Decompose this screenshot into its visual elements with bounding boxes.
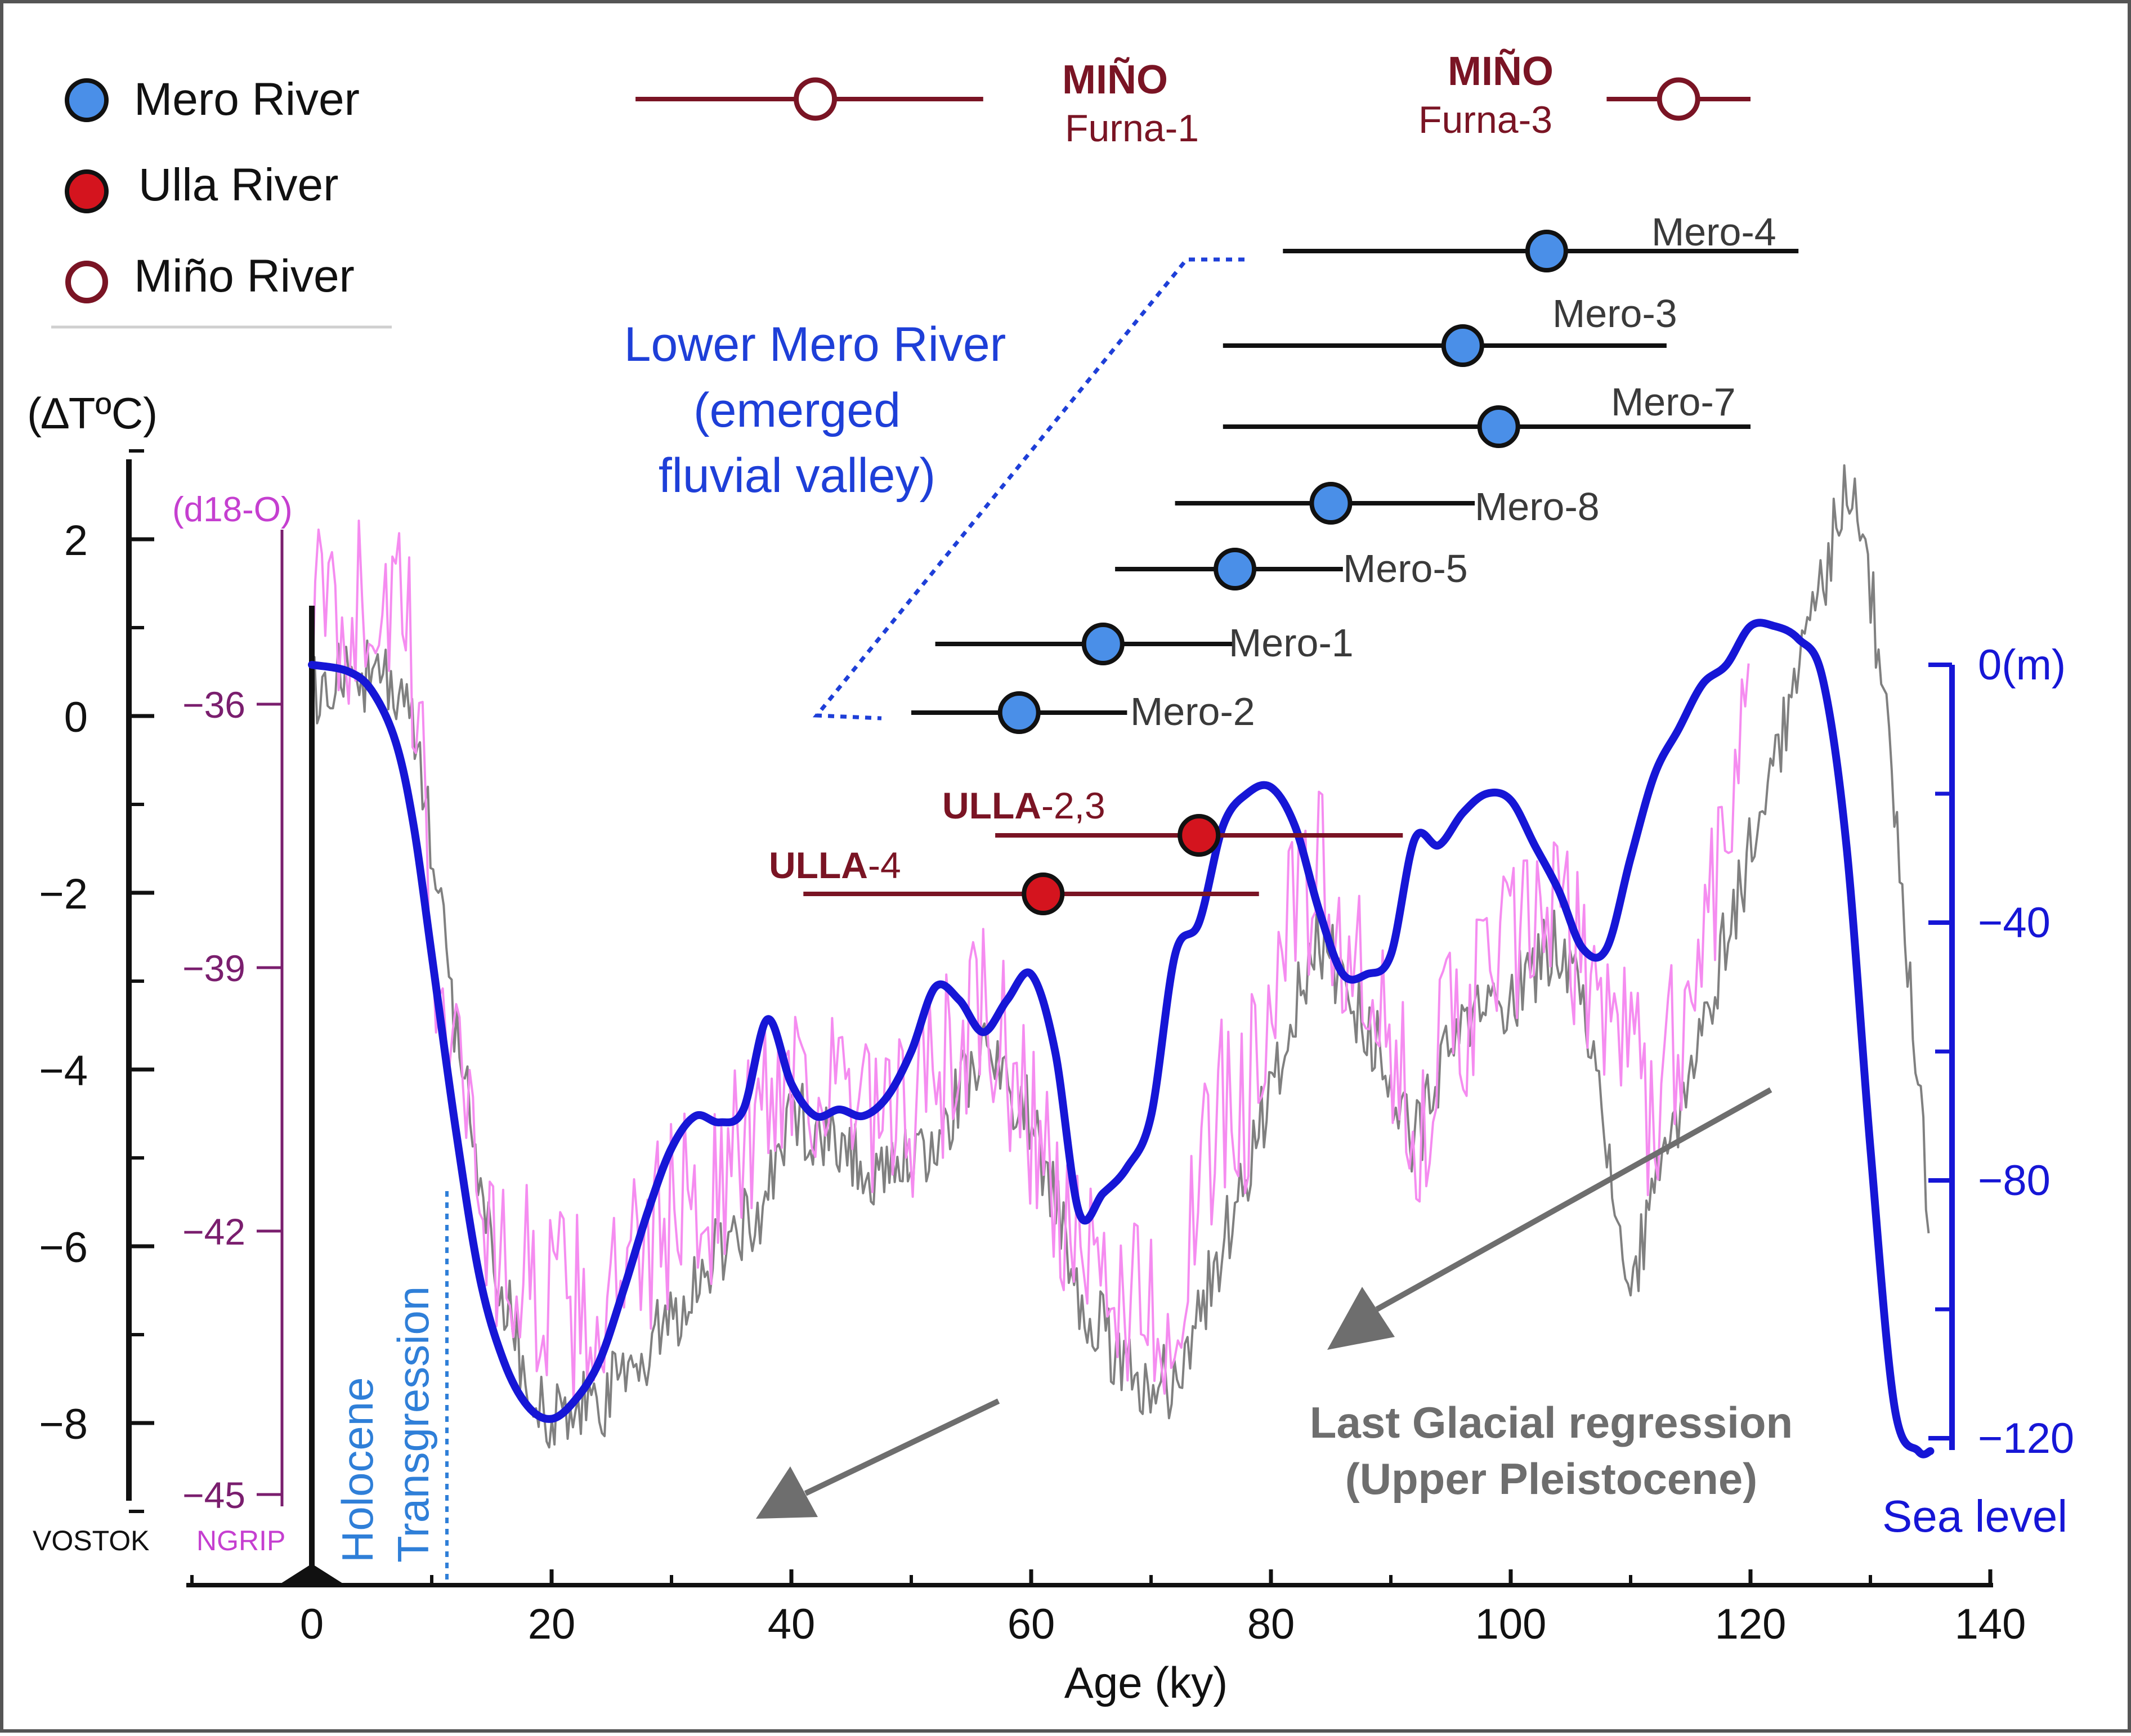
sea-level-line [308,619,1935,1458]
temp-tick-label: −2 [39,870,88,918]
ulla-sample-label: ULLA-4 [769,844,901,886]
x-tick-label: 120 [1715,1600,1787,1648]
temp-axis-label: (∆TºC) [27,388,158,438]
ulla-sample-label: ULLA-2,3 [942,785,1105,826]
legend-mino-marker [65,261,108,303]
sea-tick-label: −40 [1978,899,2051,947]
mero-sample-marker [1081,623,1125,665]
mero-sample-marker [1214,548,1257,590]
mero-sample-label: Mero-1 [1229,621,1354,665]
mero-sample-marker [1441,324,1484,367]
mero-sample-label: Mero-7 [1611,380,1736,424]
sea-axis-title: Sea level [1882,1491,2067,1541]
temp-axis-ticks: 2 0 −2 −4 −6 −8 [39,449,154,1513]
sea-tick-label: −120 [1978,1415,2074,1462]
legend-ulla-label: Ulla River [138,159,338,211]
mero-sample-marker [1477,405,1520,448]
mero-sample-label: Mero-4 [1651,210,1776,254]
ulla-sample-marker [1022,873,1065,915]
temp-tick-label: −6 [39,1224,88,1272]
d18o-axis-ticks: −36 −39 −42 −45 [182,684,282,1516]
legend-mero-marker [65,78,109,122]
sea-tick-label: 0(m) [1978,641,2066,689]
legend-mero-label: Mero River [134,74,360,125]
mero-sample-marker [997,691,1041,734]
x-tick-label: 0 [300,1600,324,1648]
ngrip-series [311,520,1750,1406]
ulla-label-rest: -4 [868,844,901,886]
temp-tick-label: −4 [39,1047,88,1095]
age-zero-triangle [276,1564,347,1586]
d18o-axis-footer: NGRIP [196,1525,285,1556]
x-tick-label: 140 [1955,1600,2026,1648]
lower-mero-line-1: Lower Mero River [624,317,1006,372]
legend-mino-label: Miño River [134,250,355,302]
x-tick-label: 80 [1247,1600,1295,1648]
d18o-tick-label: −42 [182,1211,245,1252]
holocene-label: Holocene [333,1377,382,1563]
ulla-label-bold: ULLA [942,785,1041,826]
sea-axis-ticks: 0(m) −40 −80 −120 [1928,641,2074,1462]
glacial-arrow-left-shaft [804,1398,1000,1496]
d18o-axis-label: (d18-O) [172,490,293,529]
temp-tick-label: 2 [64,517,88,565]
mero-sample-label: Mero-5 [1343,547,1468,590]
d18o-tick-label: −39 [182,947,245,989]
x-tick-label: 40 [768,1600,816,1648]
x-axis-label: Age (ky) [1064,1658,1228,1707]
mero-sample-marker [1525,230,1568,272]
temp-axis-footer: VOSTOK [33,1525,149,1556]
glacial-label-1: Last Glacial regression [1310,1398,1793,1447]
mino-sample-marker [1657,77,1700,121]
mero-sample-marker [1309,482,1353,525]
sea-level-series [308,619,1935,1458]
d18o-tick-label: −36 [182,684,245,726]
lower-mero-line-2: (emerged [693,383,901,437]
d18o-tick-label: −45 [182,1474,245,1516]
mino-sample-title: MIÑO [1448,48,1554,94]
mero-sample-label: Mero-8 [1475,485,1600,529]
legend: Mero River Ulla River Miño River [51,74,392,329]
glacial-arrow-right-head [1327,1287,1395,1350]
mero-sample-label: Mero-2 [1130,690,1255,733]
glacial-arrow-left-head [756,1466,818,1519]
x-tick-label: 100 [1475,1600,1547,1648]
glacial-label-2: (Upper Pleistocene) [1345,1454,1758,1504]
x-tick-label: 20 [528,1600,576,1648]
ngrip-line [311,520,1750,1406]
ulla-sample-marker [1178,814,1221,857]
mino-sample-title: MIÑO [1062,57,1168,102]
temp-tick-label: −8 [39,1401,88,1448]
mino-sample-subtitle: Furna-1 [1065,107,1199,150]
glacial-arrow-right-shaft [1375,1087,1772,1312]
sea-tick-label: −80 [1978,1157,2051,1205]
transgression-label: Transgression [388,1286,438,1563]
lower-mero-line-3: fluvial valley) [659,449,935,503]
ulla-label-bold: ULLA [769,844,868,886]
lower-mero-dotted-bracket [812,257,1244,721]
x-axis-ticks: 0 20 40 60 80 100 120 140 [190,1569,2026,1648]
mino-sample-marker [794,77,838,121]
mero-sample-label: Mero-3 [1552,292,1677,335]
legend-ulla-marker [65,169,109,213]
x-tick-label: 60 [1008,1600,1055,1648]
ulla-label-rest: -2,3 [1041,785,1105,826]
chart-svg: (∆TºC) 20−2−4−6−8 VOSTOK (d18-O) −36−39−… [27,48,2074,1707]
temp-tick-label: 0 [64,693,88,741]
mino-sample-subtitle: Furna-3 [1418,99,1552,141]
